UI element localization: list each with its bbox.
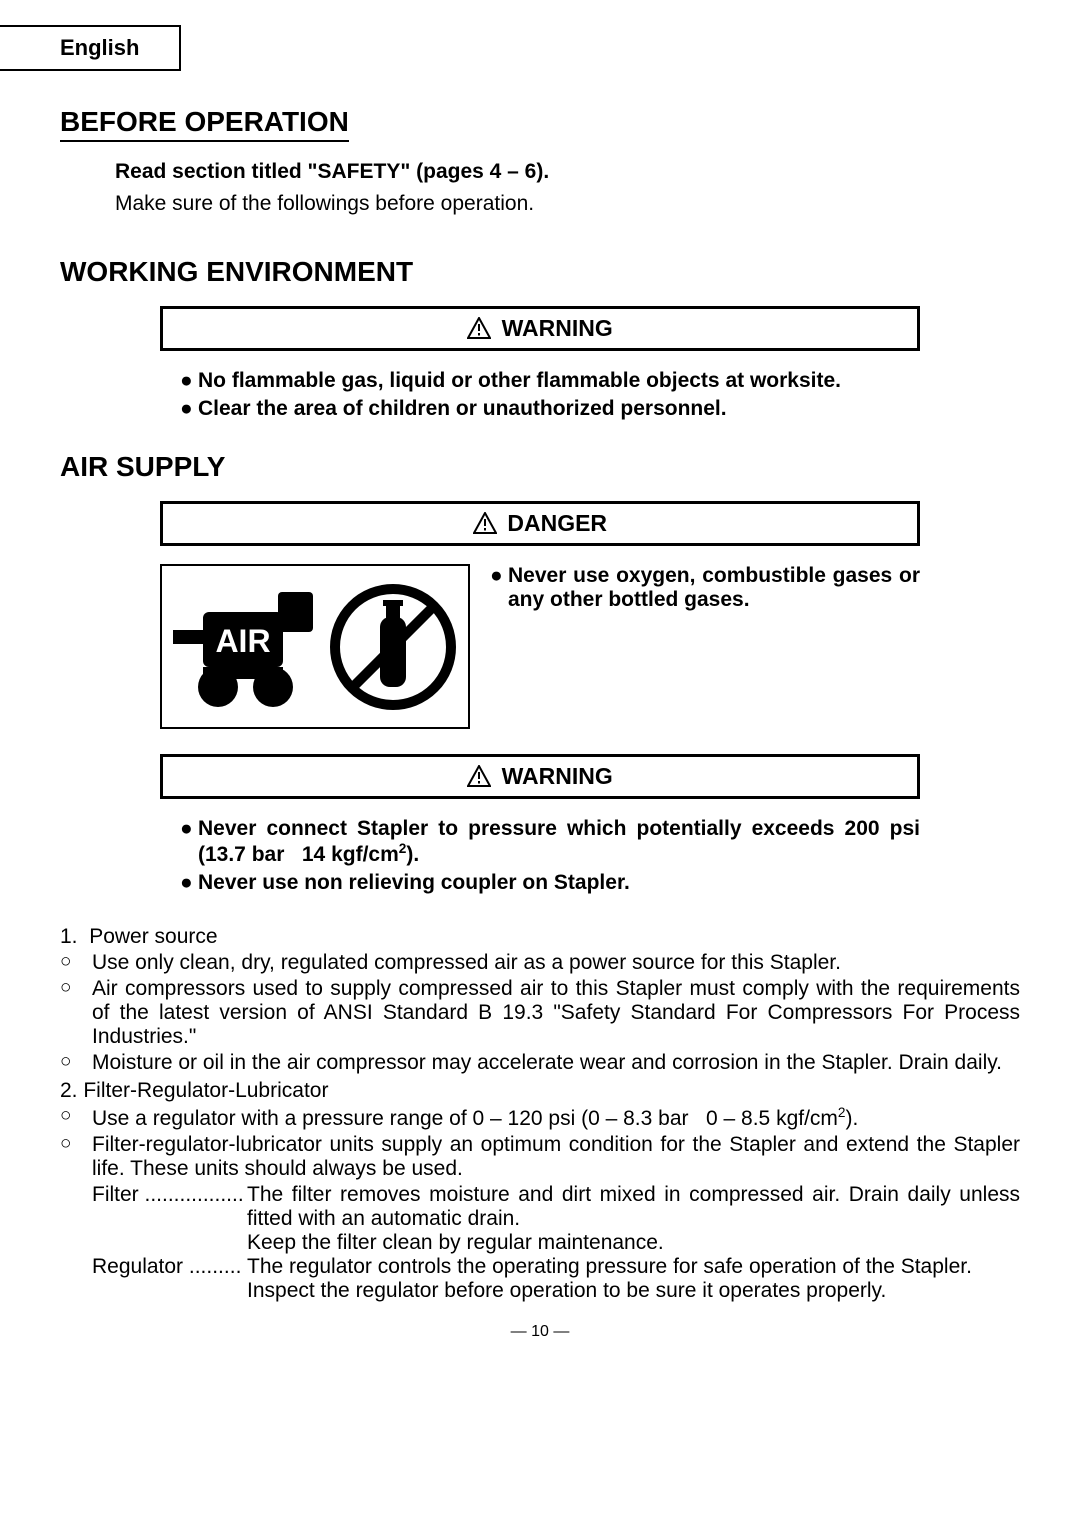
list-item: ● Never use non relieving coupler on Sta… xyxy=(180,871,920,895)
bullet-text: Never use non relieving coupler on Stapl… xyxy=(198,871,920,895)
section-heading: WORKING ENVIRONMENT xyxy=(60,256,1020,288)
bullet-icon: ● xyxy=(180,397,198,421)
danger-bullet-list: ● Never use oxygen, combusti­ble gases o… xyxy=(490,564,920,729)
definition-row: Filter ................. The filter remo… xyxy=(92,1183,1020,1231)
air-warning-list: ● Never connect Stapler to pressure whic… xyxy=(180,817,920,895)
list-item: ○ Filter-regulator-lubricator units supp… xyxy=(60,1133,1020,1181)
def-body: Inspect the regulator before operation t… xyxy=(247,1279,1020,1303)
warning-triangle-icon xyxy=(467,765,491,787)
warning-box: WARNING xyxy=(160,306,920,351)
section-air-supply: AIR SUPPLY DANGER xyxy=(60,451,1020,1303)
definition-row: Keep the filter clean by regular mainten… xyxy=(92,1231,1020,1255)
language-label: English xyxy=(60,35,139,60)
page-number: — 10 — xyxy=(60,1323,1020,1341)
def-body: Keep the filter clean by regular mainten… xyxy=(247,1231,1020,1255)
danger-label: DANGER xyxy=(507,510,607,536)
danger-box: DANGER xyxy=(160,501,920,546)
item-number: 2. xyxy=(60,1079,78,1102)
pre-op-note: Make sure of the followings before opera… xyxy=(115,192,1020,216)
circle-icon: ○ xyxy=(60,951,92,975)
item-number: 1. xyxy=(60,925,78,948)
warning-label: WARNING xyxy=(502,763,613,789)
safety-ref: Read section titled "SAFETY" (pages 4 – … xyxy=(115,160,1020,184)
circle-icon: ○ xyxy=(60,977,92,1049)
list-item: ○ Moisture or oil in the air compressor … xyxy=(60,1051,1020,1075)
numbered-heading: 2. Filter-Regulator-Lubricator xyxy=(60,1079,1020,1103)
numbered-heading: 1. Power source xyxy=(60,925,1020,949)
def-body: The filter removes moisture and dirt mix… xyxy=(247,1183,1020,1231)
item-title: Filter-Regulator-Lubricator xyxy=(83,1079,328,1102)
list-item: ● No flammable gas, liquid or other flam… xyxy=(180,369,920,393)
air-text: AIR xyxy=(215,623,270,659)
language-tab: English xyxy=(0,25,181,71)
item-text: Air compressors used to supply compresse… xyxy=(92,977,1020,1049)
list-item: ○ Use only clean, dry, regulated compres… xyxy=(60,951,1020,975)
list-item: ○ Air compressors used to supply compres… xyxy=(60,977,1020,1049)
warning-box: WARNING xyxy=(160,754,920,799)
circle-icon: ○ xyxy=(60,1133,92,1181)
section-heading: BEFORE OPERATION xyxy=(60,106,349,142)
def-label xyxy=(92,1279,247,1303)
def-body: The regulator controls the operating pre… xyxy=(247,1255,1020,1279)
item-title: Power source xyxy=(89,925,217,948)
bullet-icon: ● xyxy=(490,564,508,612)
def-label xyxy=(92,1231,247,1255)
item-text: Moisture or oil in the air compressor ma… xyxy=(92,1051,1020,1075)
list-item: ● Clear the area of children or unauthor… xyxy=(180,397,920,421)
bullet-text: Never use oxygen, combusti­ble gases or … xyxy=(508,564,920,612)
definition-row: Inspect the regulator before operation t… xyxy=(92,1279,1020,1303)
bullet-text: Clear the area of children or unauthoriz… xyxy=(198,397,920,421)
air-compressor-icon: AIR xyxy=(173,582,323,712)
list-item: ○ Use a regulator with a pressure range … xyxy=(60,1105,1020,1131)
section-working-environment: WORKING ENVIRONMENT WARNING ● No flammab… xyxy=(60,256,1020,421)
bullet-text: No flammable gas, liquid or other flamma… xyxy=(198,369,920,393)
no-gas-cylinder-icon xyxy=(328,582,458,712)
section-heading: AIR SUPPLY xyxy=(60,451,1020,483)
bullet-icon: ● xyxy=(180,817,198,867)
bullet-icon: ● xyxy=(180,871,198,895)
circle-icon: ○ xyxy=(60,1051,92,1075)
item-text: Use a regulator with a pressure range of… xyxy=(92,1105,1020,1131)
def-label: Regulator ......... xyxy=(92,1255,247,1279)
item-text: Use only clean, dry, regulated compresse… xyxy=(92,951,1020,975)
manual-page: English BEFORE OPERATION Read section ti… xyxy=(0,0,1080,1381)
circle-icon: ○ xyxy=(60,1105,92,1131)
danger-content: AIR ● Never use oxygen, combusti­ble g xyxy=(160,564,920,729)
env-warning-list: ● No flammable gas, liquid or other flam… xyxy=(180,369,920,421)
bullet-icon: ● xyxy=(180,369,198,393)
list-item: ● Never connect Stapler to pressure whic… xyxy=(180,817,920,867)
warning-label: WARNING xyxy=(502,315,613,341)
warning-triangle-icon xyxy=(467,317,491,339)
bullet-text: Never connect Stapler to pressure which … xyxy=(198,817,920,867)
item-text: Filter-regulator-lubricator units supply… xyxy=(92,1133,1020,1181)
list-item: ● Never use oxygen, combusti­ble gases o… xyxy=(490,564,920,612)
pictogram-box: AIR xyxy=(160,564,470,729)
def-label: Filter ................. xyxy=(92,1183,247,1231)
definition-row: Regulator ......... The regulator contro… xyxy=(92,1255,1020,1279)
warning-triangle-icon xyxy=(473,512,497,534)
section-before-operation: BEFORE OPERATION Read section titled "SA… xyxy=(60,106,1020,216)
